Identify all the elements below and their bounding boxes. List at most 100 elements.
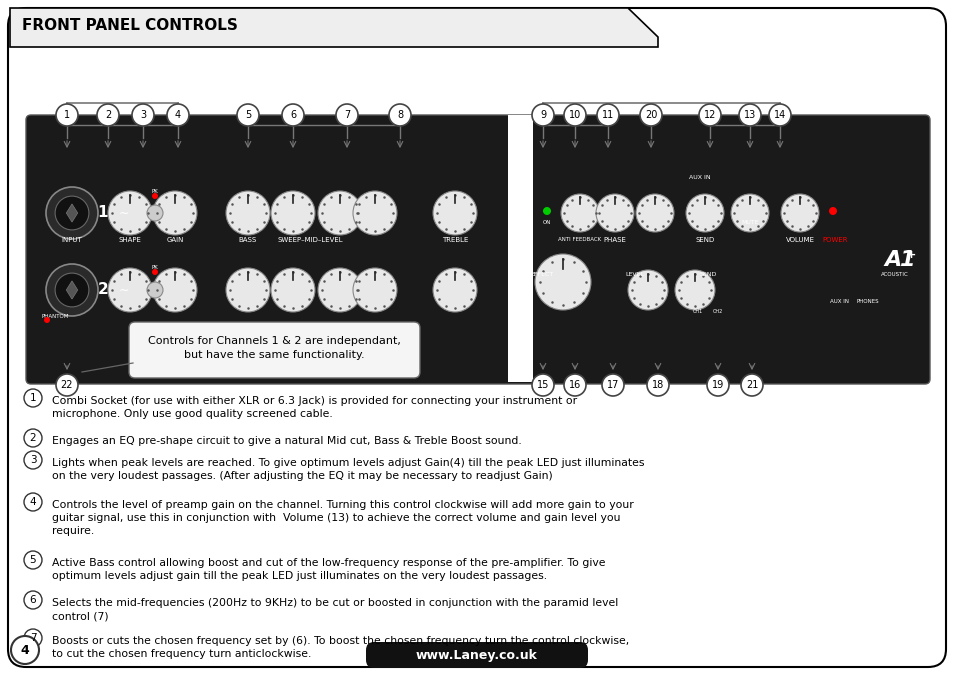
- Circle shape: [56, 374, 78, 396]
- Circle shape: [108, 191, 152, 235]
- Circle shape: [55, 273, 89, 307]
- Text: 8: 8: [396, 110, 402, 120]
- Circle shape: [24, 551, 42, 569]
- Circle shape: [433, 268, 476, 312]
- Text: SHAPE: SHAPE: [118, 237, 141, 243]
- Text: AUX IN: AUX IN: [830, 299, 848, 304]
- Circle shape: [353, 268, 396, 312]
- Text: A: A: [883, 250, 901, 270]
- Circle shape: [730, 194, 768, 232]
- Text: Selects the mid-frequencies (200Hz to 9KHz) to be cut or boosted in conjunction : Selects the mid-frequencies (200Hz to 9K…: [52, 598, 618, 621]
- Circle shape: [56, 104, 78, 126]
- Text: 14: 14: [773, 110, 785, 120]
- Text: 20: 20: [644, 110, 657, 120]
- Text: PK: PK: [152, 189, 158, 194]
- Circle shape: [317, 191, 361, 235]
- Circle shape: [706, 374, 728, 396]
- Circle shape: [271, 268, 314, 312]
- Circle shape: [24, 591, 42, 609]
- Text: 18: 18: [651, 380, 663, 390]
- Circle shape: [532, 374, 554, 396]
- Text: CH1: CH1: [692, 309, 702, 314]
- Text: TREBLE: TREBLE: [441, 237, 468, 243]
- Text: GAIN: GAIN: [166, 237, 184, 243]
- Circle shape: [147, 205, 163, 221]
- Text: POWER: POWER: [821, 237, 847, 243]
- Text: SEND: SEND: [700, 273, 717, 277]
- Text: MUTE: MUTE: [740, 220, 758, 225]
- Text: AUX IN: AUX IN: [688, 175, 710, 180]
- Circle shape: [532, 104, 554, 126]
- FancyBboxPatch shape: [507, 115, 533, 382]
- Circle shape: [282, 104, 304, 126]
- Circle shape: [11, 636, 39, 664]
- Text: 15: 15: [537, 380, 549, 390]
- Text: 9: 9: [539, 110, 545, 120]
- Text: CH2: CH2: [712, 309, 722, 314]
- Circle shape: [317, 268, 361, 312]
- Circle shape: [271, 191, 314, 235]
- Text: PHONES: PHONES: [856, 299, 879, 304]
- Circle shape: [675, 270, 714, 310]
- Text: 13: 13: [743, 110, 756, 120]
- Text: 3: 3: [30, 455, 36, 465]
- Circle shape: [152, 193, 158, 199]
- Circle shape: [389, 104, 411, 126]
- Circle shape: [97, 104, 119, 126]
- Circle shape: [353, 191, 396, 235]
- Text: 22: 22: [61, 380, 73, 390]
- Circle shape: [147, 282, 163, 298]
- Text: Controls for Channels 1 & 2 are independant,
but have the same functionality.: Controls for Channels 1 & 2 are independ…: [148, 336, 400, 360]
- Circle shape: [46, 264, 98, 316]
- Text: 2: 2: [30, 433, 36, 443]
- Circle shape: [24, 493, 42, 511]
- Text: 5: 5: [30, 555, 36, 565]
- FancyBboxPatch shape: [26, 115, 929, 384]
- Text: SEND: SEND: [695, 237, 714, 243]
- Text: 1: 1: [899, 250, 914, 270]
- Circle shape: [646, 374, 668, 396]
- Circle shape: [597, 104, 618, 126]
- Circle shape: [44, 317, 50, 323]
- Circle shape: [24, 429, 42, 447]
- Text: ∼: ∼: [118, 284, 129, 296]
- Text: www.Laney.co.uk: www.Laney.co.uk: [416, 649, 537, 662]
- Polygon shape: [66, 204, 77, 222]
- Text: 1: 1: [30, 393, 36, 403]
- Circle shape: [24, 451, 42, 469]
- Circle shape: [685, 194, 723, 232]
- Circle shape: [596, 194, 634, 232]
- Circle shape: [236, 104, 258, 126]
- Text: 11: 11: [601, 110, 614, 120]
- Circle shape: [563, 374, 585, 396]
- Text: 21: 21: [745, 380, 758, 390]
- Text: 4: 4: [30, 497, 36, 507]
- Text: ∼: ∼: [118, 207, 129, 219]
- Text: INPUT: INPUT: [62, 237, 82, 243]
- Text: 10: 10: [568, 110, 580, 120]
- Polygon shape: [10, 8, 658, 47]
- Circle shape: [740, 374, 762, 396]
- Text: SWEEP–MID–LEVEL: SWEEP–MID–LEVEL: [277, 237, 342, 243]
- Circle shape: [226, 268, 270, 312]
- Text: Combi Socket (for use with either XLR or 6.3 Jack) is provided for connecting yo: Combi Socket (for use with either XLR or…: [52, 396, 577, 419]
- Text: 6: 6: [290, 110, 295, 120]
- Text: 1: 1: [97, 205, 108, 221]
- Polygon shape: [66, 281, 77, 299]
- Circle shape: [152, 269, 158, 275]
- Circle shape: [560, 194, 598, 232]
- Circle shape: [433, 191, 476, 235]
- Text: 17: 17: [606, 380, 618, 390]
- Text: FRONT PANEL CONTROLS: FRONT PANEL CONTROLS: [22, 18, 237, 32]
- Text: 7: 7: [343, 110, 350, 120]
- Text: LEVEL: LEVEL: [624, 273, 643, 277]
- Circle shape: [226, 191, 270, 235]
- Text: Engages an EQ pre-shape circuit to give a natural Mid cut, Bass & Treble Boost s: Engages an EQ pre-shape circuit to give …: [52, 436, 521, 446]
- Text: BASS: BASS: [238, 237, 257, 243]
- Circle shape: [535, 254, 590, 310]
- Circle shape: [335, 104, 357, 126]
- Text: VOLUME: VOLUME: [784, 237, 814, 243]
- Circle shape: [563, 104, 585, 126]
- Text: 1: 1: [64, 110, 70, 120]
- Circle shape: [24, 389, 42, 407]
